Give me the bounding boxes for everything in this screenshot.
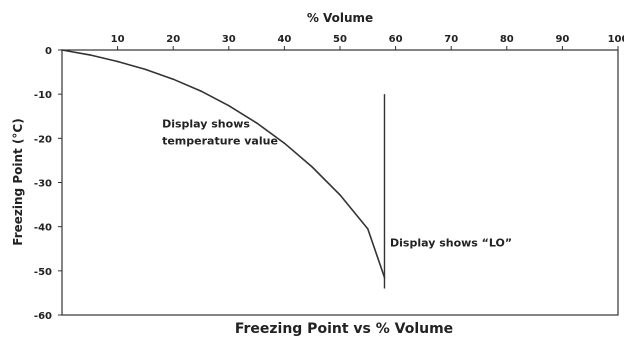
x-tick-label: 30 bbox=[222, 34, 236, 45]
x-tick-label: 70 bbox=[444, 34, 458, 45]
series-point bbox=[311, 166, 314, 168]
y-axis-ticks: 0 -10 -20 -30 -40 -50 -60 bbox=[34, 46, 62, 322]
series-point bbox=[255, 122, 258, 124]
x-tick-label: 40 bbox=[277, 34, 291, 45]
chart-caption: Freezing Point vs % Volume bbox=[235, 321, 453, 337]
plot-frame bbox=[61, 49, 619, 316]
series-point bbox=[89, 54, 91, 56]
annotation-line: Display shows “LO” bbox=[390, 237, 512, 250]
x-tick-label: 60 bbox=[389, 34, 403, 45]
annotation: Display shows temperature value bbox=[162, 117, 278, 147]
series-point bbox=[283, 142, 286, 144]
x-tick-label: 100 bbox=[608, 34, 624, 45]
y-axis-title: Freezing Point (°C) bbox=[11, 118, 25, 245]
series-point bbox=[61, 49, 63, 51]
y-tick-label: -50 bbox=[34, 267, 52, 278]
x-tick-label: 80 bbox=[500, 34, 514, 45]
annotation-line: temperature value bbox=[162, 134, 278, 147]
y-tick-label: -40 bbox=[34, 223, 52, 234]
series-point bbox=[367, 228, 369, 230]
series-point bbox=[172, 78, 174, 80]
series-line bbox=[61, 49, 386, 278]
series-point bbox=[200, 90, 202, 92]
y-tick-label: -10 bbox=[34, 90, 52, 101]
series-point bbox=[228, 104, 230, 107]
x-axis-ticks: 10 20 30 40 50 60 70 80 90 100 bbox=[111, 34, 624, 50]
annotation-line: Display shows bbox=[162, 117, 250, 130]
y-tick-label: -30 bbox=[34, 179, 52, 190]
y-tick-label: 0 bbox=[45, 46, 52, 57]
series-point bbox=[339, 194, 341, 196]
series-layer bbox=[61, 49, 386, 289]
x-tick-label: 10 bbox=[111, 34, 125, 45]
x-axis-title: % Volume bbox=[307, 11, 373, 25]
series-point bbox=[144, 68, 147, 71]
annotation: Display shows “LO” bbox=[390, 237, 512, 250]
series-point bbox=[116, 60, 119, 63]
y-tick-label: -20 bbox=[34, 134, 52, 145]
x-tick-label: 90 bbox=[555, 34, 569, 45]
x-tick-label: 20 bbox=[166, 34, 180, 45]
x-tick-label: 50 bbox=[333, 34, 347, 45]
y-tick-label: -60 bbox=[34, 311, 52, 322]
